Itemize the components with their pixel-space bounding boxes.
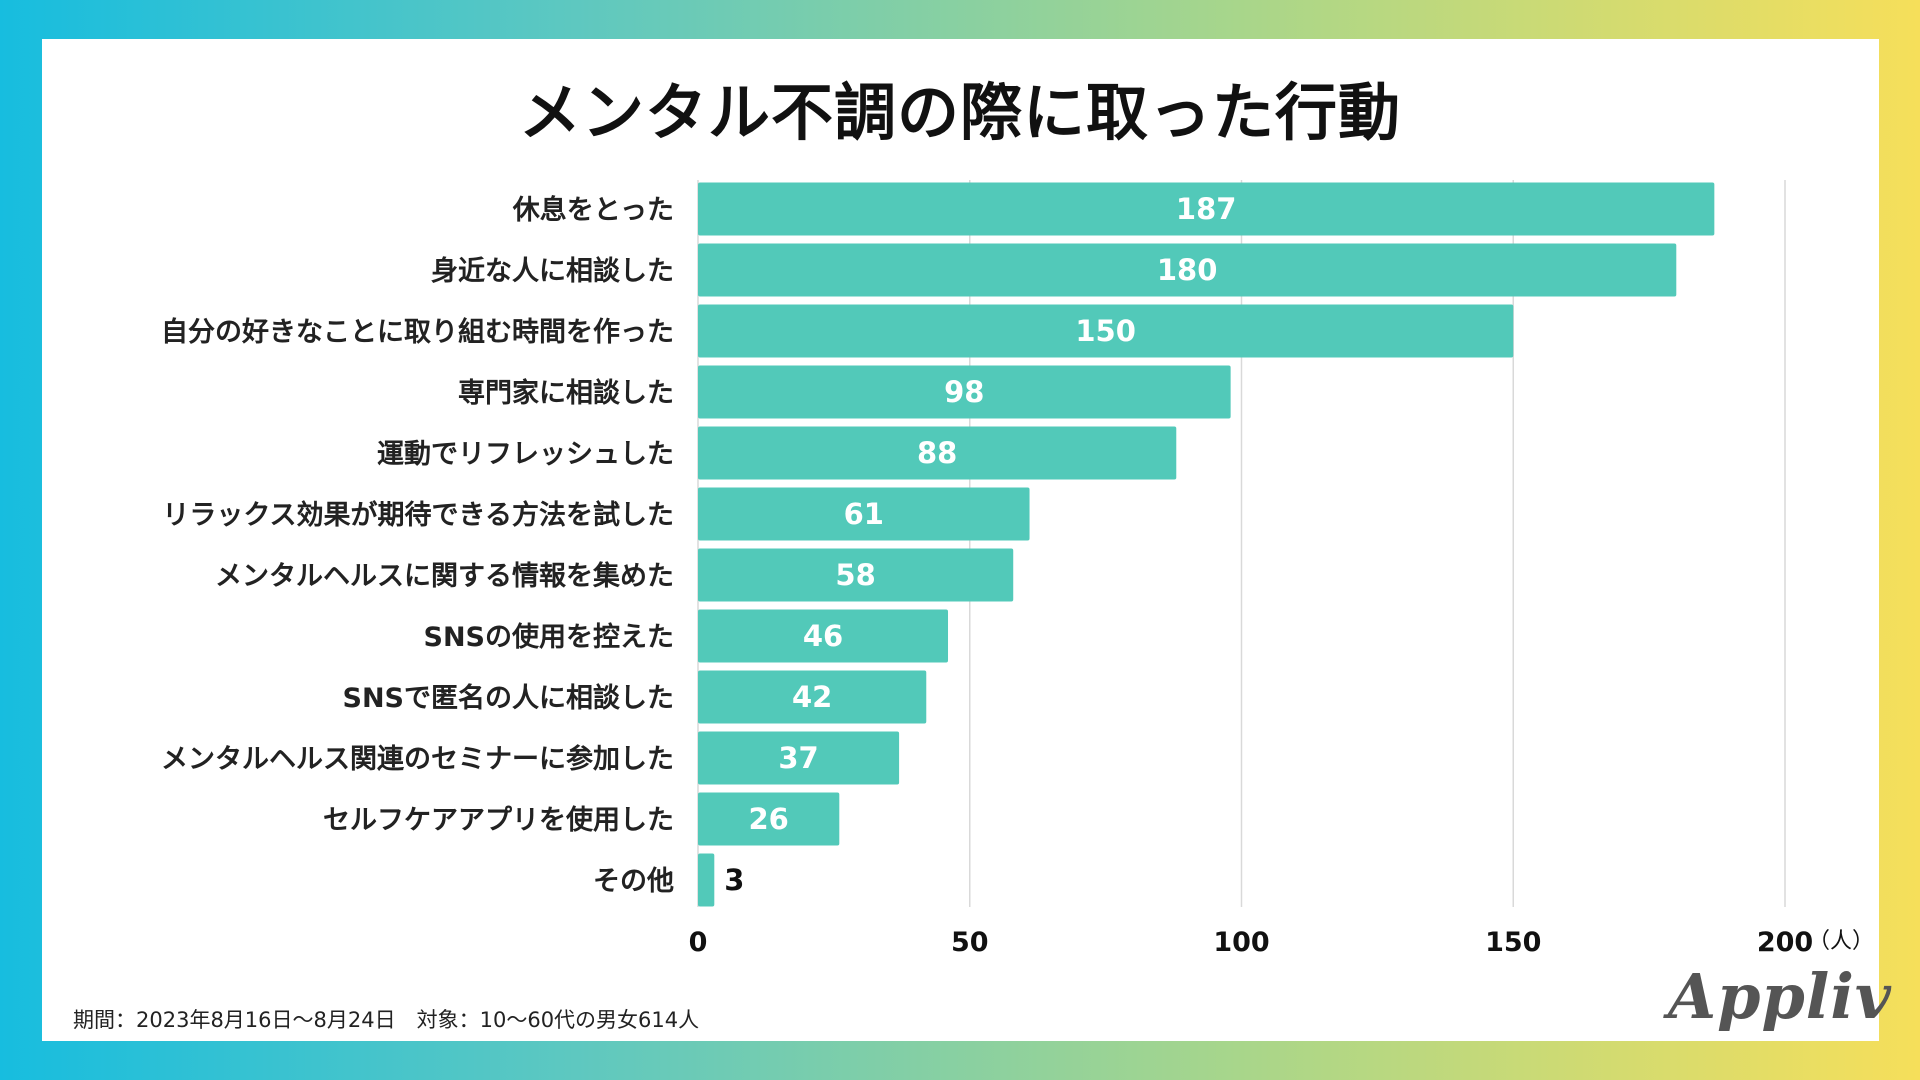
bar xyxy=(698,792,840,846)
bar-value-label: 42 xyxy=(792,680,832,714)
bar-value-label: 88 xyxy=(917,436,957,470)
category-label: 自分の好きなことに取り組む時間を作った xyxy=(161,316,674,348)
category-label: メンタルヘルスに関する情報を集めた xyxy=(215,560,674,592)
bar xyxy=(698,487,1030,541)
category-labels: 休息をとった身近な人に相談した自分の好きなことに取り組む時間を作った専門家に相談… xyxy=(161,194,674,897)
bar xyxy=(698,304,1514,358)
category-label: 休息をとった xyxy=(512,194,674,226)
bar-value-label: 58 xyxy=(835,558,875,592)
bar xyxy=(698,548,1014,602)
x-tick-label: 0 xyxy=(689,927,708,958)
bar xyxy=(698,853,715,907)
category-label: メンタルヘルス関連のセミナーに参加した xyxy=(161,743,674,775)
x-tick-label: 100 xyxy=(1213,927,1269,958)
category-label: SNSで匿名の人に相談した xyxy=(343,682,675,714)
bar xyxy=(698,609,949,663)
bar-value-label: 150 xyxy=(1075,314,1136,348)
x-tick-label: 150 xyxy=(1485,927,1541,958)
appliv-logo: Appliv xyxy=(1668,960,1892,1033)
footnote: 期間：2023年8月16日〜8月24日 対象：10〜60代の男女614人 xyxy=(73,1008,700,1032)
bar-value-label: 180 xyxy=(1157,253,1218,287)
bar xyxy=(698,365,1231,419)
bar xyxy=(698,426,1177,480)
category-label: 専門家に相談した xyxy=(458,377,674,409)
bar xyxy=(698,182,1715,236)
bar-value-label: 26 xyxy=(748,802,788,836)
grid-lines xyxy=(697,180,1786,907)
category-label: その他 xyxy=(593,866,674,897)
bars: 187 180 150 98 88 61 58 46 42 37 263 xyxy=(698,182,1715,907)
bar-value-label: 187 xyxy=(1176,192,1237,226)
x-axis-unit: （人） xyxy=(1808,929,1874,954)
bar-value-label: 98 xyxy=(944,375,984,409)
bar-value-label: 46 xyxy=(803,619,843,653)
chart-title: メンタル不調の際に取った行動 xyxy=(518,76,1401,149)
category-label: 運動でリフレッシュした xyxy=(377,439,674,470)
bar-value-label: 61 xyxy=(844,497,884,531)
category-label: リラックス効果が期待できる方法を試した xyxy=(162,499,674,531)
bar xyxy=(698,731,900,785)
x-tick-label: 200 xyxy=(1757,927,1813,958)
bar-value-label: 3 xyxy=(724,863,744,897)
bar xyxy=(698,670,927,724)
category-label: セルフケアアプリを使用した xyxy=(323,805,674,836)
bar-value-label: 37 xyxy=(778,741,818,775)
x-axis-ticks: 0 50 100 150 200（人） xyxy=(689,927,1874,958)
category-label: 身近な人に相談した xyxy=(431,255,674,287)
x-tick-label: 50 xyxy=(951,927,989,958)
bar xyxy=(698,243,1677,297)
category-label: SNSの使用を控えた xyxy=(424,622,675,653)
